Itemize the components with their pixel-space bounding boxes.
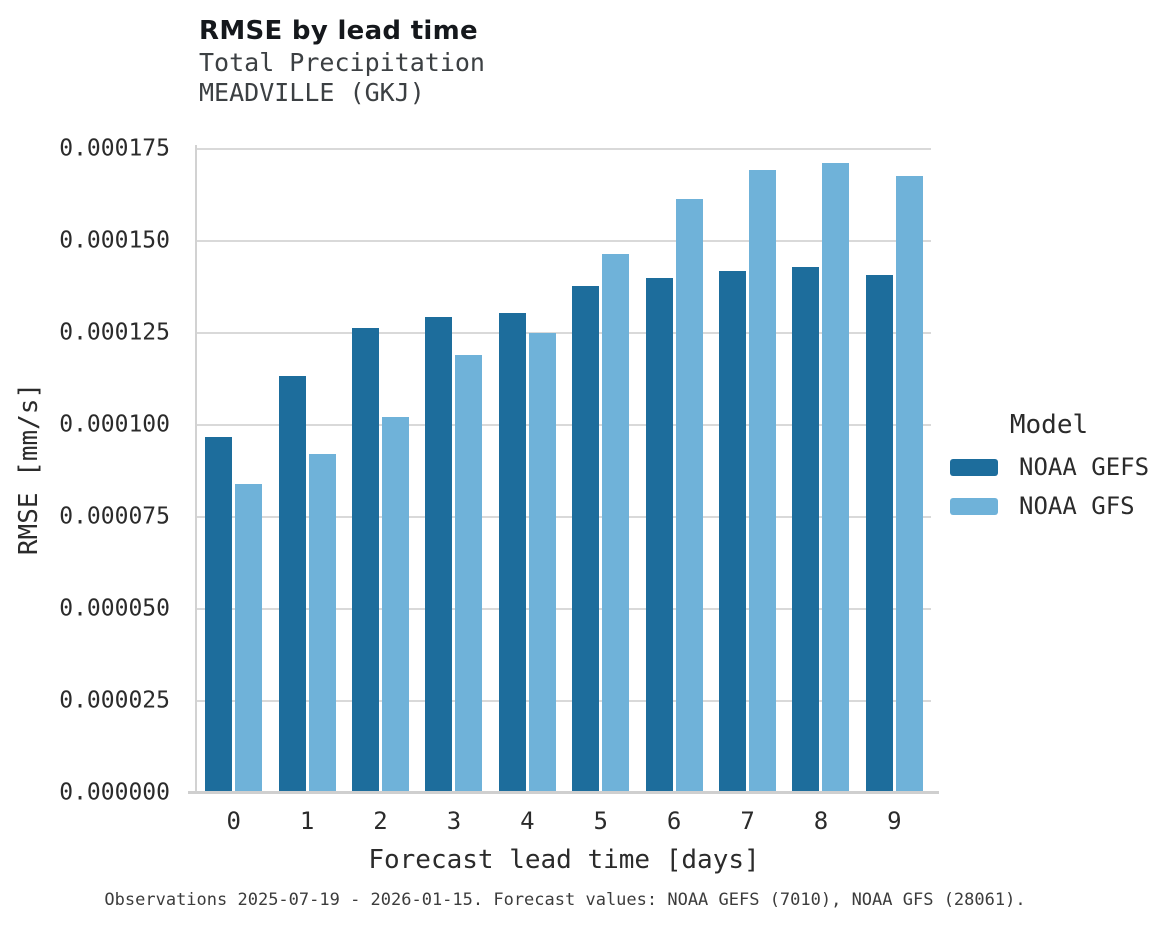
chart-subtitle-station: MEADVILLE (GKJ) xyxy=(199,78,425,107)
x-tick-label: 7 xyxy=(740,807,755,835)
x-axis-tick-labels: 0 1 2 3 4 5 6 7 8 9 xyxy=(197,807,931,835)
y-tick-label: 0.000050 xyxy=(59,595,170,622)
bar-noaa-gfs-day-2 xyxy=(382,417,410,793)
y-tick-label: 0.000100 xyxy=(59,411,170,438)
legend-title: Model xyxy=(1009,410,1089,440)
gridline xyxy=(197,424,931,427)
legend-items: NOAA GEFS NOAA GFS xyxy=(950,453,1149,520)
bar-group-day-9 xyxy=(858,145,931,793)
x-tick-label: 9 xyxy=(887,807,902,835)
bar-group-day-1 xyxy=(270,145,343,793)
bar-noaa-gfs-day-0 xyxy=(235,484,263,793)
y-axis-tick-labels: 0.000000 0.000025 0.000050 0.000075 0.000100… xyxy=(40,137,170,804)
y-tick-label: 0.000150 xyxy=(59,227,170,254)
bar-noaa-gfs-day-8 xyxy=(822,163,850,793)
bar-noaa-gfs-day-6 xyxy=(675,198,703,793)
bar-noaa-gefs-day-0 xyxy=(205,437,233,793)
bar-noaa-gfs-day-4 xyxy=(528,332,556,793)
bar-group-day-4 xyxy=(491,145,564,793)
bar-noaa-gefs-day-8 xyxy=(792,267,820,793)
legend-label: NOAA GEFS xyxy=(1019,453,1150,481)
x-tick-label: 0 xyxy=(226,807,241,835)
legend: Model NOAA GEFS NOAA GFS xyxy=(950,410,1149,531)
y-axis-spine xyxy=(195,145,197,793)
bar-noaa-gefs-day-4 xyxy=(498,313,526,793)
x-tick-label: 6 xyxy=(666,807,682,835)
x-tick-label: 5 xyxy=(593,807,608,835)
gridline xyxy=(197,332,931,335)
bar-noaa-gfs-day-9 xyxy=(895,176,923,793)
bar-noaa-gefs-day-7 xyxy=(719,271,747,793)
gridline xyxy=(197,700,931,703)
y-tick-label: 0.000125 xyxy=(59,319,170,346)
y-tick-label: 0.000175 xyxy=(59,135,170,162)
bar-noaa-gefs-day-1 xyxy=(278,375,306,793)
bar-noaa-gfs-day-5 xyxy=(602,254,630,793)
bar-noaa-gefs-day-2 xyxy=(352,328,380,793)
bar-group-day-7 xyxy=(711,145,784,793)
legend-swatch-icon xyxy=(950,497,998,515)
bar-noaa-gefs-day-3 xyxy=(425,317,453,793)
caption: Observations 2025-07-19 - 2026-01-15. Fo… xyxy=(104,890,1026,910)
y-tick-label: 0.000000 xyxy=(59,779,170,806)
gridline xyxy=(197,148,931,151)
bar-group-day-2 xyxy=(344,145,417,793)
x-axis-title: Forecast lead time [days] xyxy=(368,845,760,875)
bar-group-day-0 xyxy=(197,145,270,793)
gridline xyxy=(197,240,931,243)
x-tick-label: 4 xyxy=(520,807,535,835)
x-tick-label: 3 xyxy=(446,807,462,835)
bar-noaa-gefs-day-5 xyxy=(572,286,600,793)
x-tick-label: 1 xyxy=(299,807,315,835)
bar-group-day-5 xyxy=(564,145,637,793)
bar-group-day-3 xyxy=(417,145,490,793)
chart-subtitle-variable: Total Precipitation xyxy=(199,48,485,77)
bar-noaa-gefs-day-9 xyxy=(865,275,893,793)
y-tick-label: 0.000025 xyxy=(59,687,170,714)
gridlines-layer xyxy=(197,145,931,793)
legend-item-noaa-gefs: NOAA GEFS xyxy=(950,453,1149,481)
bar-groups-layer xyxy=(197,145,931,793)
bar-group-day-6 xyxy=(637,145,710,793)
chart-title: RMSE by lead time xyxy=(199,16,478,46)
bar-noaa-gfs-day-7 xyxy=(749,170,777,793)
x-axis-baseline xyxy=(188,791,939,794)
x-tick-label: 8 xyxy=(813,807,829,835)
bar-noaa-gfs-day-1 xyxy=(308,454,336,793)
legend-swatch-icon xyxy=(950,458,998,476)
bar-group-day-8 xyxy=(784,145,857,793)
gridline xyxy=(197,608,931,611)
plot-area xyxy=(188,145,939,794)
legend-label: NOAA GFS xyxy=(1019,492,1135,520)
bar-noaa-gefs-day-6 xyxy=(645,278,673,793)
y-tick-label: 0.000075 xyxy=(59,503,170,530)
gridline xyxy=(197,516,931,519)
legend-item-noaa-gfs: NOAA GFS xyxy=(950,492,1149,520)
bar-noaa-gfs-day-3 xyxy=(455,354,483,793)
x-tick-label: 2 xyxy=(373,807,388,835)
chart-header: RMSE by lead time Total Precipitation ME… xyxy=(199,14,485,108)
